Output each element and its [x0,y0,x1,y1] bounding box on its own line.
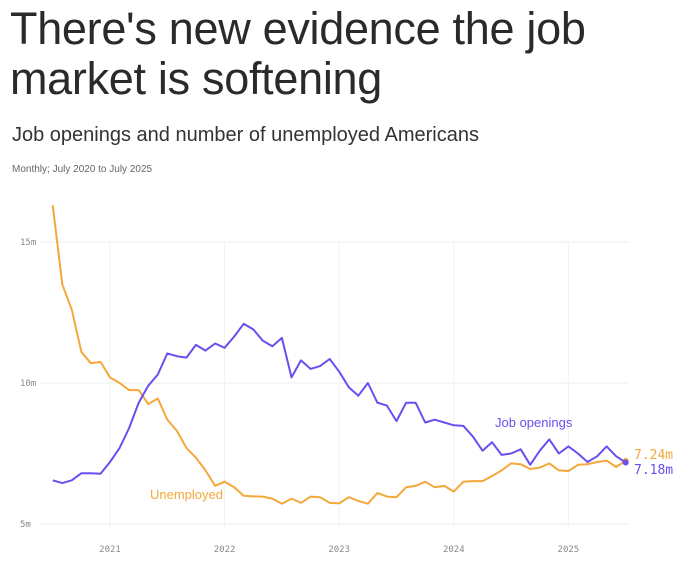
end-value-label: 7.24m [634,448,673,463]
chart-note: Monthly; July 2020 to July 2025 [12,164,153,175]
series-line-job-openings [52,322,627,485]
series-line-unemployed [51,205,627,505]
x-tick-label: 2025 [558,545,580,555]
x-tick-label: 2023 [328,545,350,555]
chart-subtitle: Job openings and number of unemployed Am… [12,124,479,146]
series-label: Job openings [495,415,573,430]
end-value-label: 7.18m [634,463,673,478]
y-tick-label: 10m [20,379,36,389]
y-tick-label: 5m [20,520,31,530]
end-point [622,459,629,466]
x-tick-label: 2021 [99,545,121,555]
y-tick-label: 15m [20,238,36,248]
chart-title: There's new evidence the job market is s… [10,3,586,104]
x-tick-label: 2024 [443,545,465,555]
series-label: Unemployed [150,487,223,502]
x-tick-label: 2022 [214,545,236,555]
